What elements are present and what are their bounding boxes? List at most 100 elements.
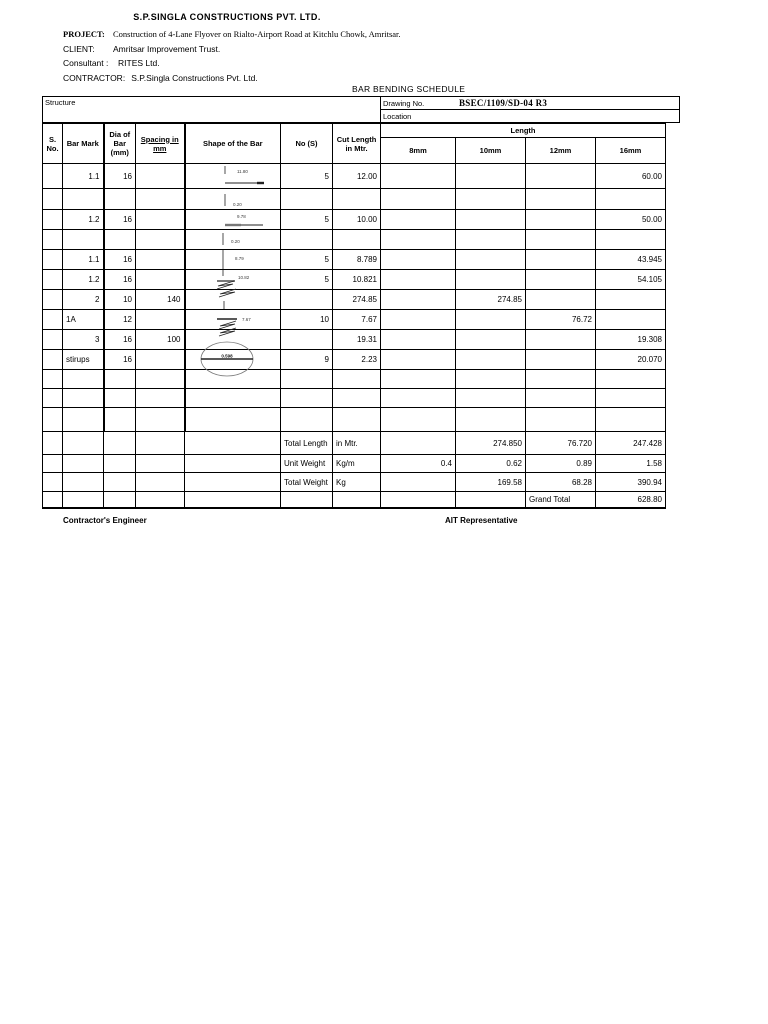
cell-bar-mark: stirups <box>62 349 104 370</box>
cell-len-10mm <box>455 329 526 350</box>
cell-sno <box>42 163 63 189</box>
cell-len-10mm <box>455 209 526 230</box>
cell-len-10mm: 274.85 <box>455 289 526 310</box>
cell-len-10mm <box>455 249 526 270</box>
drawing-no-label: Drawing No. <box>383 98 425 108</box>
cell-cut-length: 10.821 <box>332 269 381 290</box>
cell-len-12mm <box>525 269 596 290</box>
cell-len-16mm <box>595 369 666 389</box>
cell-bar-mark <box>62 431 104 455</box>
cell-sno <box>42 309 63 330</box>
bar-shape-diagram: 10.82 <box>216 270 249 290</box>
client-line: CLIENT: Amritsar Improvement Trust. <box>63 42 401 57</box>
cell-bar-mark <box>62 388 104 408</box>
total-length-label: Total Length <box>280 431 333 455</box>
unit-weight-label: Unit Weight <box>280 454 333 473</box>
cell-sno <box>42 229 63 250</box>
cell-dia <box>103 431 136 455</box>
bar-shape-diagram <box>218 327 236 337</box>
total-length-row: Total Length in Mtr. 274.850 76.720 247.… <box>42 431 666 455</box>
cell-cut-length: 274.85 <box>332 289 381 310</box>
cell-shape: 11.80 <box>183 163 281 189</box>
cell-bar-mark <box>62 369 104 389</box>
cell-spacing <box>135 309 185 330</box>
cell-spacing <box>135 188 185 210</box>
cell-bar-mark <box>62 491 104 508</box>
cell-dia <box>103 491 136 508</box>
cell-len-12mm <box>525 388 596 408</box>
col-header-sno: S. No. <box>42 123 63 164</box>
cell-spacing <box>135 472 185 492</box>
table-row-empty <box>42 369 666 389</box>
cell-len-16mm <box>595 188 666 210</box>
cell-cut-length <box>332 407 381 432</box>
contractor-value: S.P.Singla Constructions Pvt. Ltd. <box>131 72 258 83</box>
cell-len-12mm <box>525 329 596 350</box>
cell-spacing <box>135 369 185 389</box>
project-label: PROJECT: <box>63 29 105 39</box>
cell-bar-mark: 3 <box>62 329 104 350</box>
cell-len-16mm: 43.945 <box>595 249 666 270</box>
cell-sno <box>42 209 63 230</box>
contractor-label: CONTRACTOR: <box>63 72 126 83</box>
cell-cut-length <box>332 388 381 408</box>
cell-bar-mark <box>62 407 104 432</box>
cell-len-10mm <box>455 188 526 210</box>
consultant-value: RITES Ltd. <box>118 58 160 69</box>
cell-sno <box>42 491 63 508</box>
col-header-dia: Dia of Bar (mm) <box>102 123 136 164</box>
cell-len-10mm <box>455 491 526 508</box>
total-weight-unit: Kg <box>332 472 381 492</box>
cell-shape <box>184 472 281 492</box>
col-header-8mm: 8mm <box>380 137 456 164</box>
cell-bar-mark <box>62 188 104 210</box>
cell-cut-length: 7.67 <box>332 309 381 330</box>
cell-len-10mm <box>455 269 526 290</box>
cell-bar-mark <box>62 454 104 473</box>
cell-no <box>280 289 333 310</box>
table-row: 0.20 <box>42 188 666 210</box>
cell-len-8mm <box>380 163 456 189</box>
cell-dia <box>102 369 136 389</box>
cell-spacing <box>135 229 185 250</box>
cell-len-8mm <box>380 289 456 310</box>
bar-shape-diagram <box>218 288 236 309</box>
cell-len-8mm <box>380 229 456 250</box>
cell-spacing <box>135 431 185 455</box>
cell-shape <box>183 369 281 389</box>
table-row: 1.1 16 11.80 5 12.00 60.00 <box>42 163 666 189</box>
cell-spacing <box>135 269 185 290</box>
cell-dia: 16 <box>102 349 136 370</box>
svg-text:0.20: 0.20 <box>231 239 240 244</box>
bar-shape-diagram: 0.20 <box>222 233 240 245</box>
col-header-cut-length: Cut Length in Mtr. <box>332 123 381 164</box>
total-weight-16mm: 390.94 <box>595 472 666 492</box>
cell-sno <box>42 349 63 370</box>
cell-dia <box>102 407 136 432</box>
cell-dia <box>102 188 136 210</box>
cell-bar-mark <box>62 229 104 250</box>
bar-shape-diagram: 0.20 <box>224 194 242 207</box>
cell-len-8mm <box>380 349 456 370</box>
cell-spacing <box>135 249 185 270</box>
cell-len-12mm <box>525 229 596 250</box>
location-label: Location <box>383 111 412 121</box>
drawing-box: Drawing No. BSEC/1109/SD-04 R3 Location <box>381 97 679 122</box>
stirrup-shape-diagram: 0.598 <box>200 341 253 377</box>
svg-text:8.79: 8.79 <box>235 256 244 261</box>
cell-spacing: 100 <box>135 329 185 350</box>
cell-shape: 0.20 <box>183 188 281 210</box>
unit-weight-unit: Kg/m <box>332 454 381 473</box>
client-value: Amritsar Improvement Trust. <box>113 43 221 54</box>
col-header-shape: Shape of the Bar <box>183 123 281 164</box>
cell-len-8mm <box>380 491 456 508</box>
cell-len-12mm: 76.72 <box>525 309 596 330</box>
cell-cut-length <box>332 188 381 210</box>
unit-weight-10mm: 0.62 <box>455 454 526 473</box>
bar-shape-diagram: 7.67 <box>216 317 251 330</box>
unit-weight-row: Unit Weight Kg/m 0.4 0.62 0.89 1.58 <box>42 454 666 473</box>
cell-dia: 12 <box>102 309 136 330</box>
svg-text:0.20: 0.20 <box>233 202 242 207</box>
cell-len-16mm: 54.105 <box>595 269 666 290</box>
cell-len-12mm <box>525 369 596 389</box>
